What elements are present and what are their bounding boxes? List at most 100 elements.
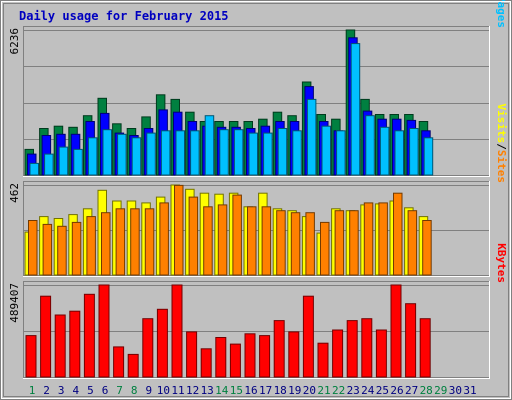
bar-kbytes-day-1: [25, 335, 37, 378]
bar-sites-day-14: [217, 204, 228, 276]
day-label-28: 28: [420, 384, 433, 397]
day-label-26: 26: [390, 384, 403, 397]
bar-kbytes-day-3: [54, 314, 66, 378]
chart-panels: 6236 Hits/Files/Pages 462 Visits/Sites 48940…: [8, 0, 508, 379]
bar-sites-day-27: [407, 210, 418, 276]
right-axis-labels: Hits/Files/Pages: [495, 0, 508, 28]
bar-pages-day-7: [117, 133, 127, 176]
bar-sites-day-13: [203, 206, 213, 276]
day-label-12: 12: [186, 384, 199, 397]
bar-pages-day-25: [379, 126, 390, 176]
bar-pages-day-2: [44, 153, 54, 176]
bar-kbytes-day-10: [156, 308, 168, 378]
y-max-label: 6236: [8, 28, 21, 55]
bar-kbytes-day-23: [346, 320, 358, 378]
bar-sites-day-10: [159, 202, 169, 276]
day-label-29: 29: [434, 384, 447, 397]
bar-pages-day-23: [350, 43, 361, 176]
bar-pages-day-24: [365, 115, 375, 176]
day-label-6: 6: [102, 384, 109, 397]
y-max-label: 489407: [8, 283, 21, 323]
bar-sites-day-17: [261, 206, 272, 276]
day-label-22: 22: [332, 384, 345, 397]
day-label-16: 16: [244, 384, 257, 397]
bar-kbytes-day-19: [288, 331, 300, 378]
day-label-31: 31: [463, 384, 476, 397]
bar-sites-day-12: [188, 196, 199, 276]
panel-visits-sites: 462 Visits/Sites: [8, 104, 508, 277]
bar-kbytes-day-27: [405, 303, 417, 378]
bar-kbytes-day-2: [40, 295, 52, 378]
bar-pages-day-4: [73, 148, 83, 176]
axis-label-kbytes: KBytes: [495, 243, 508, 283]
bar-pages-day-28: [423, 137, 434, 176]
bar-sites-day-18: [276, 210, 286, 276]
day-label-17: 17: [259, 384, 272, 397]
day-label-30: 30: [449, 384, 462, 397]
day-labels: 1 2 3 4 5 6 7 8 9 10 11 12 13 14 15 16 17 18 19 20 21 22 23 24 2…: [29, 384, 477, 397]
panel-hits-files-pages: 6236 Hits/Files/Pages: [8, 0, 508, 177]
bar-kbytes-day-16: [244, 333, 256, 378]
bar-kbytes-day-14: [215, 337, 227, 378]
bar-kbytes-day-4: [69, 310, 81, 378]
bar-sites-day-19: [290, 212, 301, 276]
bar-sites-day-5: [86, 216, 96, 276]
bar-kbytes-day-24: [361, 318, 373, 378]
bar-pages-day-8: [131, 137, 142, 176]
bar-kbytes-day-5: [83, 293, 95, 378]
bar-pages-day-19: [292, 130, 302, 176]
bar-pages-day-1: [29, 162, 39, 176]
bar-sites-day-9: [144, 208, 155, 276]
bar-sites-day-20: [305, 212, 315, 276]
bar-kbytes-day-8: [127, 353, 139, 378]
day-label-20: 20: [303, 384, 316, 397]
bar-kbytes-day-20: [302, 295, 314, 378]
chart-title: Daily usage for February 2015: [19, 9, 229, 23]
day-label-14: 14: [215, 384, 229, 397]
right-axis-labels: KBytes: [495, 243, 508, 283]
bar-sites-day-23: [349, 210, 359, 276]
bar-pages-day-6: [102, 129, 112, 176]
day-label-1: 1: [29, 384, 36, 397]
bar-pages-day-13: [204, 115, 215, 176]
bar-sites-day-11: [174, 184, 184, 276]
bar-sites-day-15: [232, 194, 242, 276]
day-label-3: 3: [58, 384, 65, 397]
day-label-4: 4: [72, 384, 79, 397]
bar-sites-day-1: [28, 220, 38, 276]
day-label-5: 5: [87, 384, 94, 397]
bar-sites-day-22: [334, 210, 345, 276]
bar-kbytes-day-21: [317, 342, 329, 378]
bar-sites-day-16: [247, 206, 257, 276]
bar-sites-day-26: [393, 192, 403, 276]
bar-sites-day-21: [320, 221, 330, 276]
bar-pages-day-16: [248, 132, 258, 176]
axis-label-separator: /: [495, 143, 508, 150]
bar-sites-day-3: [57, 225, 67, 276]
bar-kbytes-day-7: [113, 346, 125, 378]
axis-label-pages: Pages: [495, 0, 508, 28]
bar-pages-day-12: [190, 130, 200, 176]
day-label-7: 7: [116, 384, 123, 397]
day-label-24: 24: [361, 384, 375, 397]
panel-kbytes: 489407 KBytes: [8, 243, 508, 379]
bar-kbytes-day-25: [375, 329, 387, 378]
day-label-23: 23: [347, 384, 360, 397]
bar-kbytes-day-28: [419, 318, 431, 378]
day-label-18: 18: [274, 384, 287, 397]
day-label-25: 25: [376, 384, 389, 397]
day-label-11: 11: [171, 384, 184, 397]
bars: [24, 184, 432, 276]
bar-kbytes-day-22: [332, 329, 344, 378]
bar-kbytes-day-9: [142, 318, 154, 378]
bar-pages-day-3: [58, 146, 69, 176]
bar-pages-day-18: [277, 128, 288, 176]
y-max-label: 462: [8, 183, 21, 203]
bar-kbytes-day-26: [390, 284, 402, 378]
bar-sites-day-7: [115, 208, 126, 276]
bar-pages-day-20: [306, 98, 317, 176]
bar-sites-day-25: [378, 202, 388, 276]
day-label-9: 9: [145, 384, 152, 397]
day-label-27: 27: [405, 384, 418, 397]
